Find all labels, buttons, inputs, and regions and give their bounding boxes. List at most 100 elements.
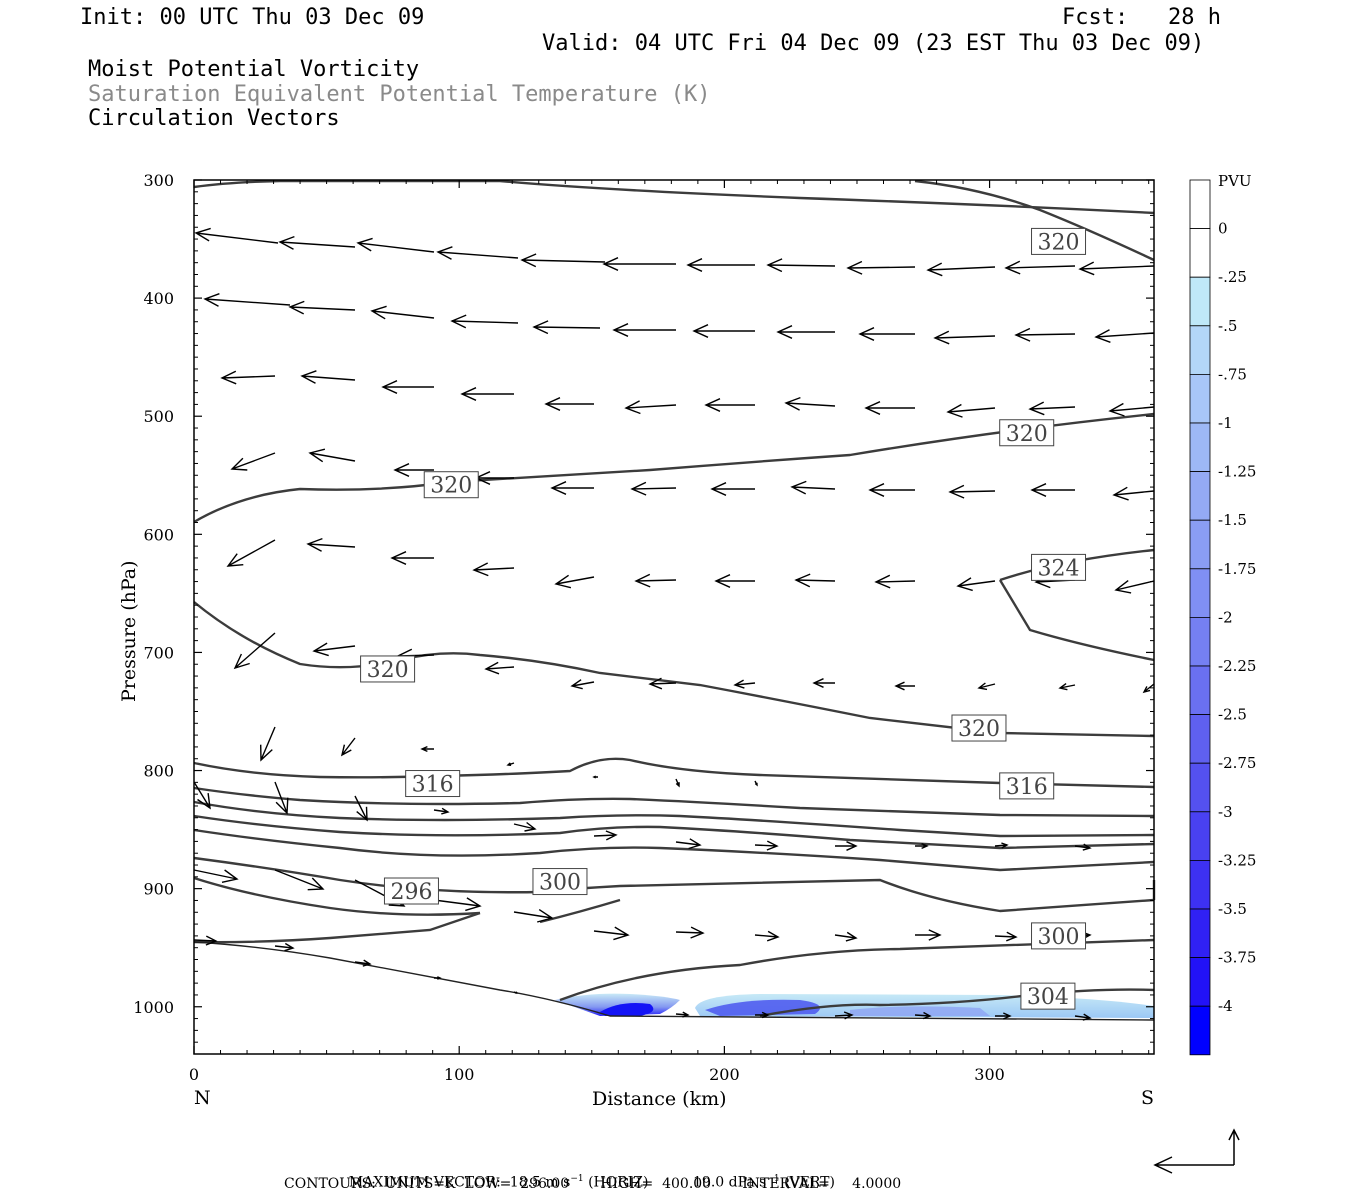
circulation-vector	[520, 253, 606, 268]
circulation-vector	[544, 397, 594, 411]
circulation-vector	[914, 1011, 932, 1020]
circulation-vector	[675, 838, 702, 850]
title-mpv: Moist Potential Vorticity	[88, 57, 420, 82]
y-tick-label: 400	[143, 289, 174, 308]
circulation-vector	[1014, 327, 1076, 342]
y-tick-label: 700	[143, 643, 174, 662]
plot-frame	[193, 179, 1155, 1055]
colorbar-label: -.25	[1218, 268, 1247, 286]
circulation-vector	[1078, 261, 1155, 276]
scale-arrow-key	[1153, 1128, 1240, 1174]
title-sept: Saturation Equivalent Potential Temperat…	[88, 82, 711, 107]
theta-contour	[193, 601, 1155, 738]
theta-contour	[193, 814, 1155, 850]
colorbar-swatch	[1189, 908, 1211, 958]
circulation-vector	[306, 537, 356, 552]
circulation-vector	[433, 807, 450, 815]
theta-contour	[193, 412, 1155, 524]
y-tick-label: 500	[143, 407, 174, 426]
circulation-vector	[894, 681, 915, 691]
circulation-vector	[356, 237, 435, 253]
circulation-vector	[834, 1011, 854, 1020]
theta-contour	[193, 911, 481, 944]
circulation-vector	[570, 679, 595, 690]
contour-label-box	[1031, 922, 1087, 950]
circulation-vector	[370, 305, 435, 320]
circulation-vector	[1030, 483, 1075, 497]
circulation-vector	[230, 452, 276, 471]
theta-contour	[193, 876, 481, 916]
circulation-vector	[766, 258, 836, 273]
colorbar-swatch	[1189, 228, 1211, 278]
theta-contour	[998, 579, 1155, 662]
circulation-vector	[288, 300, 356, 315]
circulation-vector	[956, 577, 996, 592]
pv-colorbar: PVU 0 -.25 -.5 -.75 -1 -1.25 -1.5 -1.75 -2 -2.25 -2…	[1189, 172, 1256, 1056]
contour-label: 324	[1038, 556, 1080, 581]
colorbar-swatch	[1189, 860, 1211, 910]
y-tick-label: 900	[143, 880, 174, 899]
colorbar-label: 0	[1218, 220, 1228, 238]
vert-unit: (VERT)	[779, 1174, 835, 1191]
y-tick-label: 800	[143, 762, 174, 781]
circulation-vector	[835, 841, 858, 851]
circulation-vector	[260, 726, 276, 762]
circulation-vector	[203, 293, 291, 307]
circulation-vector	[1114, 580, 1155, 594]
contour-label-box	[999, 419, 1055, 447]
circulation-vector	[194, 227, 279, 244]
y-tick-label: 300	[143, 171, 174, 190]
circulation-vector	[630, 481, 677, 496]
circulation-vector	[312, 642, 356, 657]
circulation-vector	[513, 991, 519, 994]
circulation-vector	[946, 403, 996, 418]
circulation-vector	[592, 775, 598, 779]
x-tick-label: 200	[709, 1065, 740, 1084]
max-vector-label: MAXIMUM VECTOR:	[348, 1174, 501, 1191]
colorbar-swatch	[1189, 519, 1211, 570]
contour-label-box	[951, 714, 1007, 742]
circulation-vector	[710, 482, 755, 496]
circulation-vector	[864, 401, 915, 415]
colorbar-swatch	[1189, 373, 1211, 424]
circulation-vector	[933, 330, 996, 345]
contour-label-box	[1031, 553, 1087, 581]
circulation-vector	[755, 1011, 770, 1019]
circulation-vectors	[193, 227, 1155, 1021]
contour-label: 296	[390, 880, 432, 905]
contour-label: 320	[1038, 230, 1080, 255]
contour-label: 320	[958, 717, 1000, 742]
circulation-vector	[602, 257, 676, 271]
circulation-vector	[686, 258, 755, 272]
circulation-vector	[513, 821, 537, 832]
colorbar-swatch	[1189, 957, 1211, 1007]
circulation-vector	[484, 661, 515, 675]
x-tick-label: 0	[189, 1065, 199, 1084]
circulation-vector	[460, 387, 514, 401]
circulation-vector	[593, 830, 618, 841]
circulation-vector	[593, 926, 630, 941]
contour-label: 304	[1027, 985, 1069, 1010]
colorbar-swatch	[1189, 276, 1211, 327]
circulation-vector	[834, 931, 858, 942]
max-vector-line: MAXIMUM VECTOR: 18.5 m s−1 (HORIZ) 19.0 …	[348, 1174, 835, 1191]
circulation-vector	[1074, 843, 1092, 851]
circulation-vector	[393, 463, 434, 477]
colorbar-label: -2.25	[1218, 657, 1256, 675]
circulation-vector	[754, 840, 779, 851]
colorbar-label: -4	[1218, 997, 1233, 1015]
circulation-vector	[714, 574, 755, 588]
colorbar-label: -3.75	[1218, 949, 1256, 967]
circulation-vector	[308, 448, 356, 463]
colorbar-label: -1	[1218, 414, 1233, 432]
circulation-vector	[193, 869, 239, 883]
colorbar-label: -1.75	[1218, 560, 1256, 578]
y-tick-label: 1000	[133, 998, 174, 1017]
title-vectors: Circulation Vectors	[88, 106, 340, 131]
contour-label-box	[1031, 227, 1087, 255]
contour-info: CONTOURS: UNITS=K LOW= 296.00 HIGH= 400.…	[284, 1176, 902, 1192]
north-label: N	[194, 1087, 211, 1109]
circulation-vector	[634, 573, 677, 588]
contour-label: 316	[412, 773, 454, 798]
circulation-vector	[994, 842, 1009, 849]
